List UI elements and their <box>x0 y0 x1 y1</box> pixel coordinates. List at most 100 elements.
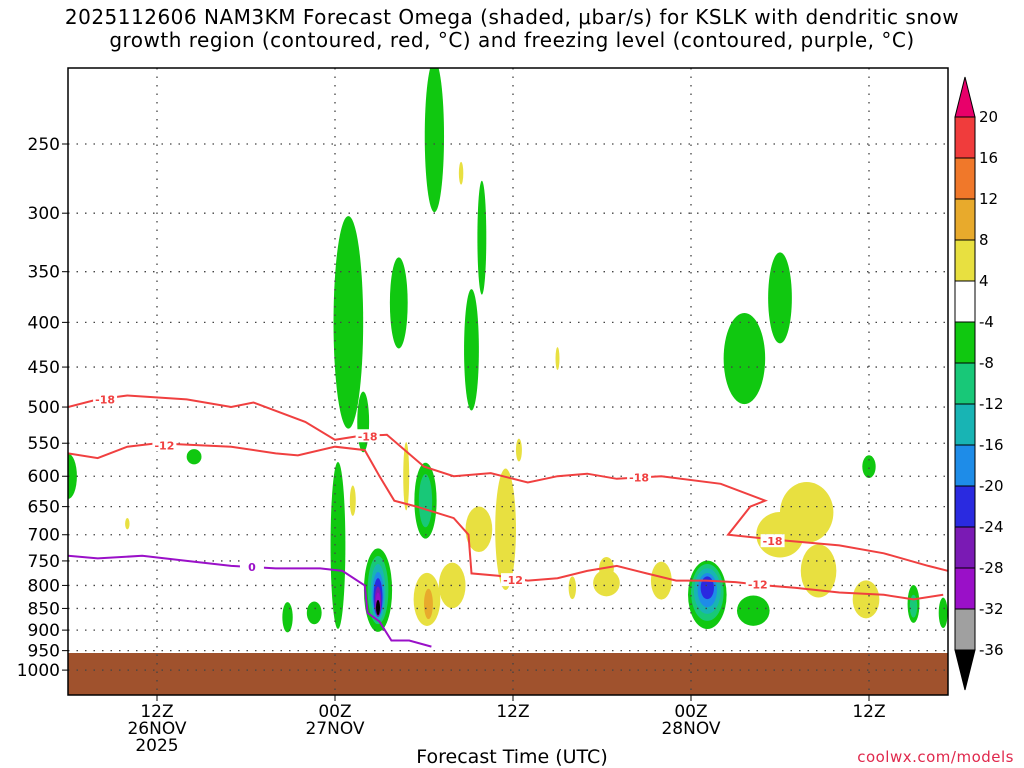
omega-region-42 <box>736 595 770 626</box>
colorbar-band-2 <box>954 198 976 241</box>
colorbar: 20 16 12 8 4 -4 -8 -12 -16 -20 -24 -28 -32 -36 <box>954 76 1004 691</box>
y-tick-label-700: 700 <box>28 526 60 546</box>
grid-lines <box>68 68 948 695</box>
x-tick-label-12-2: 2025 <box>135 736 178 756</box>
omega-region-47 <box>852 580 880 619</box>
colorbar-label-5: -4 <box>979 313 994 331</box>
x-tick-label-12-1: 26NOV <box>127 719 186 739</box>
omega-region-2 <box>186 449 202 465</box>
omega-region-48 <box>862 455 876 479</box>
contour-label-1-1: -12 <box>503 574 523 587</box>
colorbar-band-8 <box>954 444 976 487</box>
contour-label-bg-0-1 <box>355 429 380 443</box>
colorbar-label-2: 12 <box>979 190 998 208</box>
colorbar-band-3 <box>954 239 976 282</box>
title-line-1: 2025112606 NAM3KM Forecast Omega (shaded… <box>64 5 960 29</box>
y-tick-label-550: 550 <box>28 434 60 454</box>
colorbar-band-11 <box>954 567 976 610</box>
contour-label-bg-1-0 <box>152 438 177 452</box>
omega-region-29 <box>495 468 516 590</box>
omega-region-6 <box>333 216 364 429</box>
omega-region-25 <box>458 161 464 185</box>
y-axis-ticks: 2503003504004505005506006507007508008509… <box>17 135 68 681</box>
contour-label-0-0: -18 <box>95 393 115 406</box>
contour-label-bg-0-0 <box>93 392 118 406</box>
contour-label-1-0: -12 <box>154 439 174 452</box>
colorbar-label-9: -20 <box>979 477 1004 495</box>
y-tick-label-950: 950 <box>28 642 60 662</box>
y-tick-label-650: 650 <box>28 498 60 518</box>
colorbar-label-3: 8 <box>979 231 989 249</box>
x-tick-label-24-1: 27NOV <box>305 719 364 739</box>
omega-region-17 <box>389 257 408 349</box>
omega-region-23 <box>424 588 433 620</box>
omega-shading <box>68 68 948 633</box>
y-tick-label-900: 900 <box>28 621 60 641</box>
omega-region-0 <box>68 453 77 500</box>
y-tick-label-250: 250 <box>28 135 60 155</box>
y-tick-label-300: 300 <box>28 204 60 224</box>
y-tick-label-800: 800 <box>28 576 60 596</box>
omega-region-45 <box>780 482 834 543</box>
colorbar-band-9 <box>954 485 976 528</box>
chart-title: 2025112606 NAM3KM Forecast Omega (shaded… <box>0 6 1024 52</box>
omega-region-51 <box>938 597 948 629</box>
omega-region-43 <box>768 252 792 344</box>
omega-region-3 <box>282 602 293 633</box>
y-tick-label-400: 400 <box>28 313 60 333</box>
omega-region-40 <box>700 576 714 600</box>
contour-lines: -18 -18 -18 -18 -12 -12 -12 0 <box>68 392 948 648</box>
x-tick-label-12-0: 12Z <box>140 702 173 722</box>
omega-region-26 <box>464 289 479 411</box>
contour-label-bg-1-1 <box>501 573 525 587</box>
contour-line-1 <box>68 442 944 601</box>
x-tick-label-48-1: 28NOV <box>661 719 720 739</box>
x-tick-label-24-0: 00Z <box>318 702 351 722</box>
colorbar-band-7 <box>954 403 976 446</box>
colorbar-label-4: 4 <box>979 272 989 290</box>
credit-link[interactable]: coolwx.com/models <box>857 748 1014 766</box>
contour-label-1-2: -12 <box>748 578 768 591</box>
omega-region-35 <box>650 561 672 600</box>
contour-label-bg-0-3 <box>760 534 785 548</box>
omega-region-8 <box>349 485 356 516</box>
y-tick-label-450: 450 <box>28 358 60 378</box>
omega-region-5 <box>330 461 346 629</box>
contour-label-0-1: -18 <box>358 430 378 443</box>
omega-region-50 <box>909 594 918 618</box>
omega-region-41 <box>723 312 766 405</box>
contour-line-2 <box>68 554 432 648</box>
y-tick-label-1000: 1000 <box>17 661 60 681</box>
contour-label-bg-2-0 <box>239 559 264 573</box>
omega-region-31 <box>555 347 560 370</box>
colorbar-label-8: -16 <box>979 436 1004 454</box>
omega-region-1 <box>125 518 130 530</box>
x-tick-label-36-0: 12Z <box>496 702 529 722</box>
colorbar-label-10: -24 <box>979 518 1004 536</box>
omega-region-20 <box>418 474 433 528</box>
ground-fill <box>68 653 948 695</box>
omega-region-16 <box>376 599 381 616</box>
y-tick-label-750: 750 <box>28 552 60 572</box>
colorbar-label-0: 20 <box>979 108 998 126</box>
colorbar-band-6 <box>954 362 976 405</box>
omega-region-18 <box>403 442 410 511</box>
colorbar-label-7: -12 <box>979 395 1004 413</box>
colorbar-band-0 <box>954 116 976 159</box>
y-tick-label-350: 350 <box>28 263 60 283</box>
colorbar-label-11: -28 <box>979 559 1004 577</box>
colorbar-label-13: -36 <box>979 641 1004 659</box>
colorbar-label-1: 16 <box>979 149 998 167</box>
omega-region-46 <box>800 544 837 598</box>
contour-label-0-3: -18 <box>763 535 783 548</box>
colorbar-band-5 <box>954 321 976 364</box>
colorbar-label-12: -32 <box>979 600 1004 618</box>
colorbar-label-6: -8 <box>979 354 994 372</box>
colorbar-bottom-arrow <box>954 649 976 691</box>
x-axis-label: Forecast Time (UTC) <box>416 746 608 768</box>
colorbar-top-arrow <box>954 76 976 118</box>
omega-region-28 <box>465 506 493 553</box>
omega-region-32 <box>568 576 577 600</box>
omega-region-34 <box>593 569 620 597</box>
